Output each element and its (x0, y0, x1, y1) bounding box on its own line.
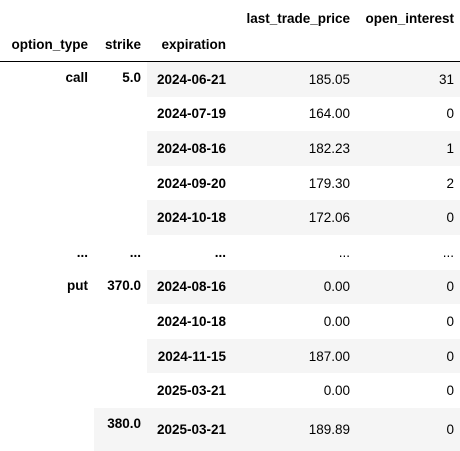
open-interest-cell: 2 (446, 175, 454, 191)
table-row: put 370.0 2024-08-16 0.00 0 (0, 269, 460, 451)
last-trade-price-cell: 185.05 (232, 61, 356, 97)
index-name-strike: strike (94, 37, 147, 62)
open-interest-cell: 0 (356, 269, 460, 305)
expiration-cell: 2024-10-18 (147, 200, 232, 235)
expiration-cell: 2025-03-21 (156, 383, 226, 399)
column-header-open-interest: open_interest (365, 11, 454, 26)
last-trade-price-cell: 0.00 (232, 269, 356, 305)
table-header: last_trade_price open_interest option_ty… (0, 0, 460, 62)
index-name-expiration: expiration (147, 37, 232, 62)
open-interest-cell: 0 (356, 338, 460, 374)
table-row: 2024-09-20 179.30 2 (0, 166, 460, 201)
blank-header-cell (0, 0, 94, 37)
strike-cell: 380.0 (94, 407, 147, 451)
index-name-row: option_type strike expiration (0, 37, 460, 62)
open-interest-cell: 0 (446, 383, 454, 399)
expiration-cell: 2025-03-21 (147, 407, 232, 451)
last-trade-price-cell: 0.00 (323, 383, 350, 399)
blank-header-cell (94, 0, 147, 37)
index-name-option-type: option_type (0, 37, 94, 62)
ellipsis-cell: ... (442, 244, 454, 260)
table-row: 2025-03-21 0.00 0 (0, 373, 460, 408)
blank-header-cell (356, 37, 460, 62)
last-trade-price-cell: 164.00 (308, 106, 350, 122)
table-row: 2024-11-15 187.00 0 (0, 338, 460, 374)
last-trade-price-cell: 187.00 (232, 338, 356, 374)
table-row: 2024-10-18 0.00 0 (0, 304, 460, 339)
expiration-cell: 2024-08-16 (147, 269, 232, 305)
expiration-cell: 2024-09-20 (156, 175, 226, 191)
ellipsis-cell: ... (214, 244, 226, 260)
option-type-cell: put (0, 269, 94, 451)
option-type-cell: call (0, 61, 94, 235)
open-interest-cell: 31 (356, 61, 460, 97)
table-body: call 5.0 2024-06-21 185.05 31 2024-07-19… (0, 61, 460, 451)
ellipsis-cell: ... (76, 244, 88, 260)
blank-header-cell (147, 0, 232, 37)
column-header-row: last_trade_price open_interest (0, 0, 460, 37)
open-interest-cell: 0 (356, 407, 460, 451)
open-interest-cell: 1 (356, 131, 460, 166)
table-row: 2024-07-19 164.00 0 (0, 97, 460, 132)
open-interest-cell: 0 (446, 106, 454, 122)
strike-cell: 370.0 (94, 269, 147, 408)
expiration-cell: 2024-07-19 (156, 106, 226, 122)
column-header-last-trade-price: last_trade_price (246, 11, 350, 26)
last-trade-price-cell: 179.30 (308, 175, 350, 191)
ellipsis-row: ... ... ... ... ... (0, 235, 460, 270)
table-row: 2024-08-16 182.23 1 (0, 131, 460, 166)
table-row: 2024-10-18 172.06 0 (0, 200, 460, 235)
blank-header-cell (232, 37, 356, 62)
expiration-cell: 2024-11-15 (147, 338, 232, 374)
table-row: call 5.0 2024-06-21 185.05 31 (0, 61, 460, 235)
expiration-cell: 2024-08-16 (147, 131, 232, 166)
ellipsis-cell: ... (129, 244, 141, 260)
expiration-cell: 2024-06-21 (147, 61, 232, 97)
last-trade-price-cell: 182.23 (232, 131, 356, 166)
last-trade-price-cell: 189.89 (232, 407, 356, 451)
open-interest-cell: 0 (446, 313, 454, 329)
strike-cell: 5.0 (94, 61, 147, 235)
expiration-cell: 2024-10-18 (156, 313, 226, 329)
last-trade-price-cell: 172.06 (232, 200, 356, 235)
open-interest-cell: 0 (356, 200, 460, 235)
ellipsis-cell: ... (338, 244, 350, 260)
last-trade-price-cell: 0.00 (323, 313, 350, 329)
